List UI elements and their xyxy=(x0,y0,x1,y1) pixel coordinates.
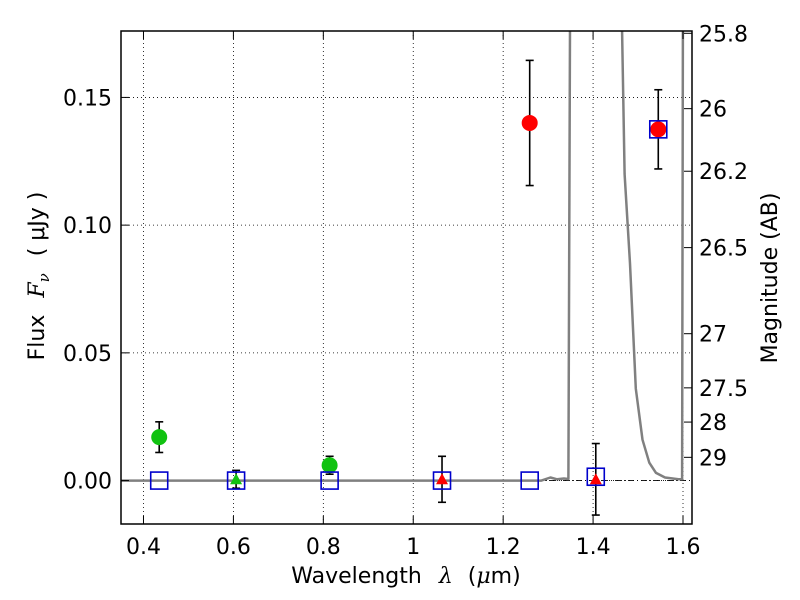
y-tick-label: 0.10 xyxy=(63,214,112,239)
y2-tick-label: 26 xyxy=(699,98,727,123)
x-tick-label: 0.8 xyxy=(306,535,341,560)
x-tick-label: 1 xyxy=(406,535,420,560)
axis-ticks: 0.4 0.6 0.8 1 1.2 1.4 1.6 0.00 0.05 0.10 0.15 25.8 2… xyxy=(63,22,748,560)
x-tick-label: 1.2 xyxy=(486,535,521,560)
y-axis-title: Flux Fν ( μJy ) xyxy=(25,192,55,361)
model-photometry-square xyxy=(320,471,339,490)
y-axis-title-text: Flux xyxy=(25,315,50,361)
x-axis-unit-open: ( xyxy=(468,564,477,589)
model-photometry-square xyxy=(226,471,246,490)
model-spectrum-line xyxy=(121,31,685,482)
x-axis-title: Wavelength λ (μm) xyxy=(291,564,520,589)
model-photometry-square xyxy=(432,471,452,490)
y-axis-f-nu-sub: ν xyxy=(35,273,53,282)
x-axis-unit-rest: m) xyxy=(491,564,521,589)
y2-tick-label: 27.5 xyxy=(699,377,748,402)
x-tick-label: 0.6 xyxy=(216,535,251,560)
data-point-triangle xyxy=(230,473,243,485)
y-axis-f-nu: F xyxy=(25,282,50,299)
model-photometry-square xyxy=(586,467,606,487)
y-tick-label: 0.15 xyxy=(63,86,112,111)
data-markers xyxy=(151,114,667,485)
x-tick-label: 0.4 xyxy=(126,535,161,560)
model-photometry-squares xyxy=(149,120,668,490)
y-tick-label: 0.05 xyxy=(63,342,112,367)
y2-tick-label: 27 xyxy=(699,323,727,348)
data-point-triangle xyxy=(436,473,449,485)
y-tick-label: 0.00 xyxy=(63,470,112,495)
data-point-circle xyxy=(151,429,168,446)
y2-tick-label: 26.2 xyxy=(699,160,748,185)
y2-tick-label: 28 xyxy=(699,411,727,436)
model-photometry-square xyxy=(520,471,539,490)
y-axis-unit: ( μJy ) xyxy=(25,192,50,257)
y2-tick-label: 25.8 xyxy=(699,22,748,47)
y2-axis-title: Magnitude (AB) xyxy=(758,193,783,364)
data-point-circle xyxy=(521,114,538,131)
model-photometry-square xyxy=(149,471,169,490)
data-point-circle xyxy=(321,457,338,474)
x-axis-unit-mu: μ xyxy=(476,564,490,589)
x-axis-lambda: λ xyxy=(438,564,453,589)
x-axis-title-text: Wavelength xyxy=(291,564,422,589)
y2-tick-label: 26.5 xyxy=(699,237,748,262)
data-point-circle xyxy=(650,121,667,138)
model-spectrum-layer xyxy=(121,31,685,482)
data-point-triangle xyxy=(589,473,602,485)
model-photometry-square xyxy=(648,120,668,139)
y2-tick-label: 29 xyxy=(699,446,727,471)
error-bars xyxy=(155,59,663,516)
x-tick-label: 1.4 xyxy=(576,535,611,560)
x-tick-label: 1.6 xyxy=(666,535,701,560)
plot-frame xyxy=(120,30,693,525)
grid-lines xyxy=(121,31,692,524)
